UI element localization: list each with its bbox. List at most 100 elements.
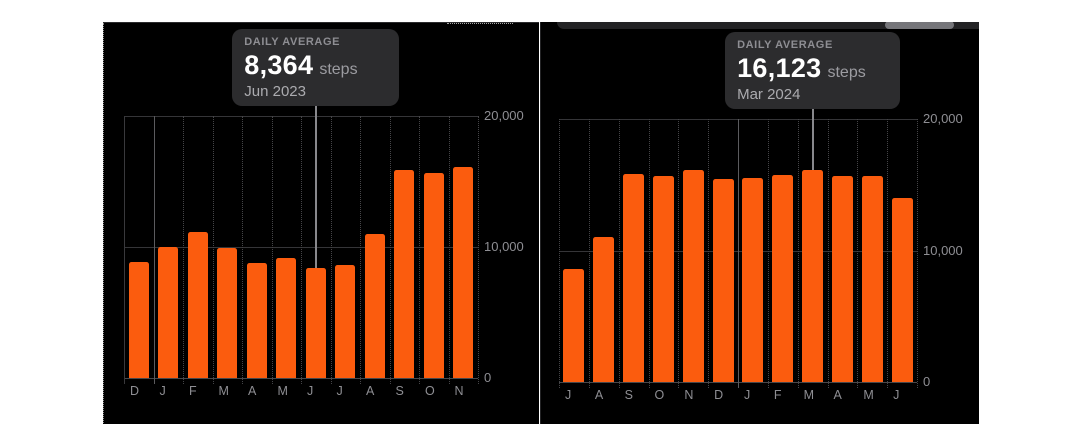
bar-O-10[interactable]	[423, 172, 444, 378]
x-axis-label: N	[684, 388, 694, 402]
x-axis-label: J	[307, 384, 314, 398]
callout-value: 8,364	[244, 50, 314, 80]
x-gridline	[917, 119, 918, 388]
scroll-grabber-pill	[885, 22, 954, 29]
x-gridline	[360, 116, 361, 384]
bar-J-6[interactable]	[305, 268, 326, 378]
x-axis-label: J	[893, 388, 900, 402]
bar-J-0[interactable]	[563, 268, 585, 382]
bar-S-2[interactable]	[623, 173, 645, 382]
bar-A-4[interactable]	[246, 262, 267, 378]
callout-title: DAILY AVERAGE	[244, 36, 341, 48]
callout-pointer-line	[811, 109, 814, 170]
bar-J-6[interactable]	[742, 177, 764, 382]
bar-M-8[interactable]	[802, 169, 824, 382]
callout-unit: steps	[319, 61, 358, 78]
x-axis-label: F	[189, 384, 197, 398]
x-axis-label: J	[336, 384, 343, 398]
x-gridline	[887, 119, 889, 388]
callout-period: Mar 2024	[737, 86, 801, 103]
x-gridline	[301, 116, 302, 384]
x-gridline	[271, 116, 273, 384]
x-gridline	[857, 119, 859, 388]
x-axis-label: M	[863, 388, 874, 402]
x-axis-label: S	[624, 388, 633, 402]
callout-pointer-line	[314, 106, 317, 269]
x-gridline	[242, 116, 243, 384]
x-axis-label: A	[248, 384, 257, 398]
bar-F-7[interactable]	[772, 174, 794, 382]
bar-D-0[interactable]	[128, 262, 149, 378]
bar-N-4[interactable]	[682, 170, 704, 382]
callout-value: 16,123	[737, 53, 822, 83]
bar-M-3[interactable]	[217, 247, 238, 378]
x-gridline	[678, 119, 680, 388]
x-axis-label: O	[654, 388, 665, 402]
x-axis-label: O	[425, 384, 435, 398]
bar-F-2[interactable]	[187, 231, 208, 378]
x-axis-label: J	[565, 388, 572, 402]
x-gridline	[827, 119, 829, 388]
x-gridline	[212, 116, 214, 384]
bar-J-11[interactable]	[891, 197, 913, 382]
x-gridline	[767, 119, 769, 388]
bar-D-5[interactable]	[712, 178, 734, 382]
x-axis-label: S	[395, 384, 404, 398]
x-axis-label: D	[130, 384, 140, 398]
callout-period: Jun 2023	[244, 83, 306, 100]
callout-value-row: 16,123 steps	[737, 53, 888, 84]
bar-N-11[interactable]	[453, 167, 474, 378]
bar-S-9[interactable]	[394, 170, 415, 378]
bar-A-9[interactable]	[831, 175, 853, 382]
callout-value-row: 8,364 steps	[244, 50, 387, 81]
bar-J-7[interactable]	[335, 265, 356, 378]
y-axis-label: 10,000	[923, 242, 963, 258]
selection-dotted-edge	[103, 23, 104, 424]
callout-title: DAILY AVERAGE	[737, 39, 833, 51]
x-axis-label: M	[277, 384, 288, 398]
y-axis-label: 0	[923, 374, 931, 389]
year-boundary-line	[738, 119, 739, 388]
x-gridline	[618, 119, 620, 388]
x-gridline	[708, 119, 710, 388]
x-gridline	[478, 116, 479, 384]
x-gridline	[648, 119, 650, 388]
bar-O-3[interactable]	[652, 176, 674, 382]
bar-J-1[interactable]	[158, 247, 179, 378]
bar-chart-plot[interactable]: 0 10,000 20,000 J A S O N D J F M A M J	[541, 22, 979, 424]
selection-dotted-segment	[447, 23, 513, 24]
bar-M-5[interactable]	[276, 258, 297, 378]
x-axis-label: A	[594, 388, 604, 402]
x-axis-label: N	[454, 384, 464, 398]
bar-A-8[interactable]	[364, 233, 385, 378]
x-axis-label: A	[833, 388, 842, 402]
x-axis-label: M	[218, 384, 229, 398]
bar-A-1[interactable]	[593, 237, 615, 382]
bar-M-10[interactable]	[861, 176, 883, 382]
y-axis-label: 0	[484, 370, 492, 385]
x-gridline	[330, 116, 332, 384]
x-axis-label: J	[744, 388, 751, 402]
x-axis-label: M	[803, 388, 815, 402]
x-gridline	[559, 119, 560, 388]
x-axis-label: D	[714, 388, 724, 402]
x-axis-label: F	[773, 388, 782, 402]
steps-chart-panel-2024: DAILY AVERAGE 16,123 steps Mar 2024 0 10,0…	[540, 22, 979, 424]
bar-chart-plot[interactable]: 0 10,000 20,000 D J F M A M J J A S O N	[103, 23, 539, 424]
x-gridline	[124, 116, 125, 384]
x-axis-label: J	[159, 384, 166, 398]
x-gridline	[183, 116, 184, 384]
daily-average-callout: DAILY AVERAGE 16,123 steps Mar 2024	[725, 32, 901, 109]
x-gridline	[448, 116, 450, 384]
x-gridline	[419, 116, 420, 384]
steps-chart-panel-2023: DAILY AVERAGE 8,364 steps Jun 2023 0 10,00…	[103, 22, 539, 424]
x-axis-label: A	[366, 384, 375, 398]
callout-unit: steps	[827, 64, 866, 81]
y-axis-label: 10,000	[484, 239, 524, 254]
daily-average-callout: DAILY AVERAGE 8,364 steps Jun 2023	[232, 29, 400, 106]
x-gridline	[389, 116, 391, 384]
y-axis-label: 20,000	[923, 111, 963, 126]
year-boundary-line	[153, 116, 155, 384]
cropped-card-strip	[557, 22, 979, 29]
